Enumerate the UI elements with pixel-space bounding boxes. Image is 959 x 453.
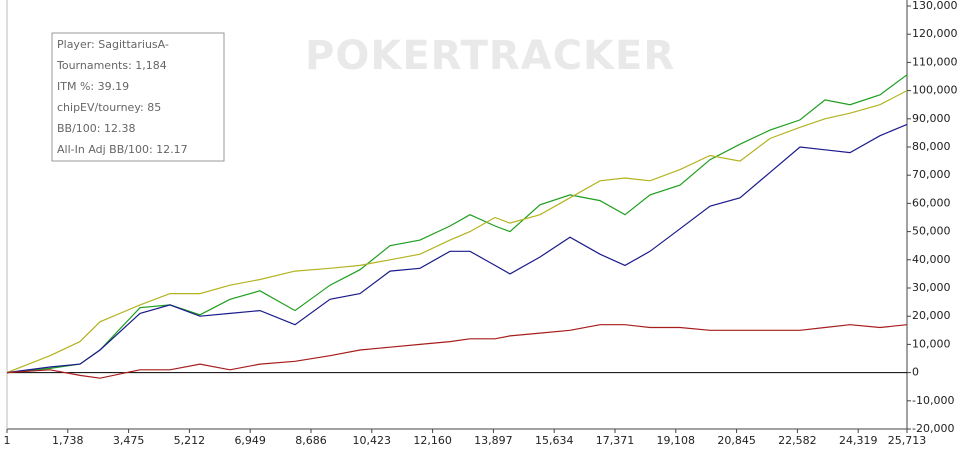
y-tick-label: 130,000 <box>912 0 958 12</box>
info-text: Player: SagittariusA- <box>57 38 169 51</box>
y-tick-label: 100,000 <box>912 84 958 97</box>
series-line <box>6 123 908 374</box>
series-line <box>6 324 908 379</box>
y-tick-label: 50,000 <box>912 225 951 238</box>
x-tick-label: 6,949 <box>234 434 266 447</box>
x-tick-label: 1,738 <box>52 434 84 447</box>
info-text: ITM %: 39.19 <box>57 80 129 93</box>
x-tick-label: 1 <box>4 434 11 447</box>
y-tick-label: 10,000 <box>912 337 951 350</box>
y-tick-label: 70,000 <box>912 168 951 181</box>
x-tick-label: 13,897 <box>474 434 513 447</box>
x-tick-label: 17,371 <box>596 434 635 447</box>
x-tick-label: 8,686 <box>295 434 327 447</box>
x-tick-label: 24,319 <box>839 434 878 447</box>
y-tick-label: 110,000 <box>912 55 958 68</box>
info-text: chipEV/tourney: 85 <box>57 101 161 114</box>
y-tick-label: 90,000 <box>912 112 951 125</box>
x-tick-label: 19,108 <box>657 434 696 447</box>
y-tick-label: 60,000 <box>912 196 951 209</box>
y-tick-label: 30,000 <box>912 281 951 294</box>
y-tick-label: 40,000 <box>912 253 951 266</box>
x-tick-label: 5,212 <box>174 434 206 447</box>
y-tick-label: 20,000 <box>912 309 951 322</box>
info-text: BB/100: 12.38 <box>57 122 136 135</box>
info-text: Tournaments: 1,184 <box>56 59 167 72</box>
watermark: POKERTRACKER <box>305 33 675 79</box>
x-tick-label: 12,160 <box>413 434 452 447</box>
info-box <box>51 32 225 162</box>
x-tick-label: 20,845 <box>717 434 756 447</box>
info-text: All-In Adj BB/100: 12.17 <box>57 143 188 156</box>
y-tick-label: 120,000 <box>912 27 958 40</box>
y-tick-label: -10,000 <box>912 394 954 407</box>
x-tick-label: 15,634 <box>535 434 574 447</box>
x-tick-label: 22,582 <box>778 434 817 447</box>
y-tick-label: -20,000 <box>912 422 954 435</box>
y-tick-label: 80,000 <box>912 140 951 153</box>
y-tick-label: 0 <box>912 366 919 379</box>
series-line <box>6 90 908 374</box>
x-tick-label: 10,423 <box>353 434 392 447</box>
x-tick-label: 25,713 <box>888 434 927 447</box>
x-tick-label: 3,475 <box>113 434 145 447</box>
